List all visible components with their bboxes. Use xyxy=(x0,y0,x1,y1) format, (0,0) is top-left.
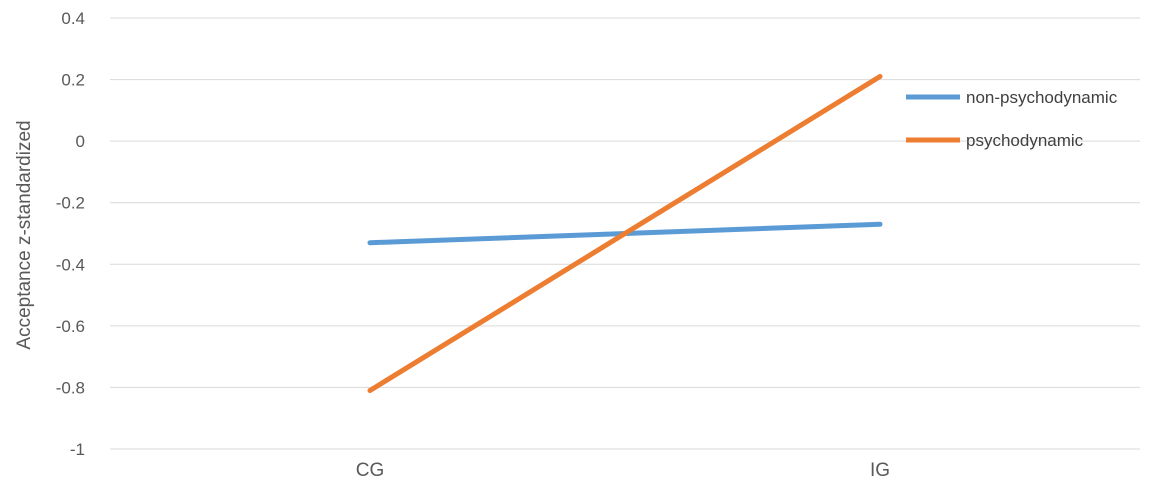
x-category-labels: CG IG xyxy=(356,460,890,481)
legend-label: psychodynamic xyxy=(966,131,1084,150)
y-tick-label: -0.4 xyxy=(56,255,85,274)
y-axis-title: Acceptance z-standardized xyxy=(14,120,35,349)
y-tick-labels: 0.4 0.2 0 -0.2 -0.4 -0.6 -0.8 -1 xyxy=(56,9,85,459)
y-tick-label: -1 xyxy=(70,440,85,459)
series-lines xyxy=(367,73,883,394)
y-tick-label: -0.6 xyxy=(56,317,85,336)
y-tick-label: -0.8 xyxy=(56,378,85,397)
gridlines xyxy=(110,17,1140,450)
y-tick-label: 0.2 xyxy=(61,71,85,90)
x-category-label: CG xyxy=(356,460,385,481)
legend: non-psychodynamic psychodynamic xyxy=(906,88,1118,150)
y-tick-label: 0.4 xyxy=(61,9,85,28)
y-tick-label: -0.2 xyxy=(56,194,85,213)
series-line-psychodynamic xyxy=(367,73,883,394)
legend-label: non-psychodynamic xyxy=(966,88,1118,107)
x-category-label: IG xyxy=(870,460,890,481)
y-tick-label: 0 xyxy=(76,132,85,151)
